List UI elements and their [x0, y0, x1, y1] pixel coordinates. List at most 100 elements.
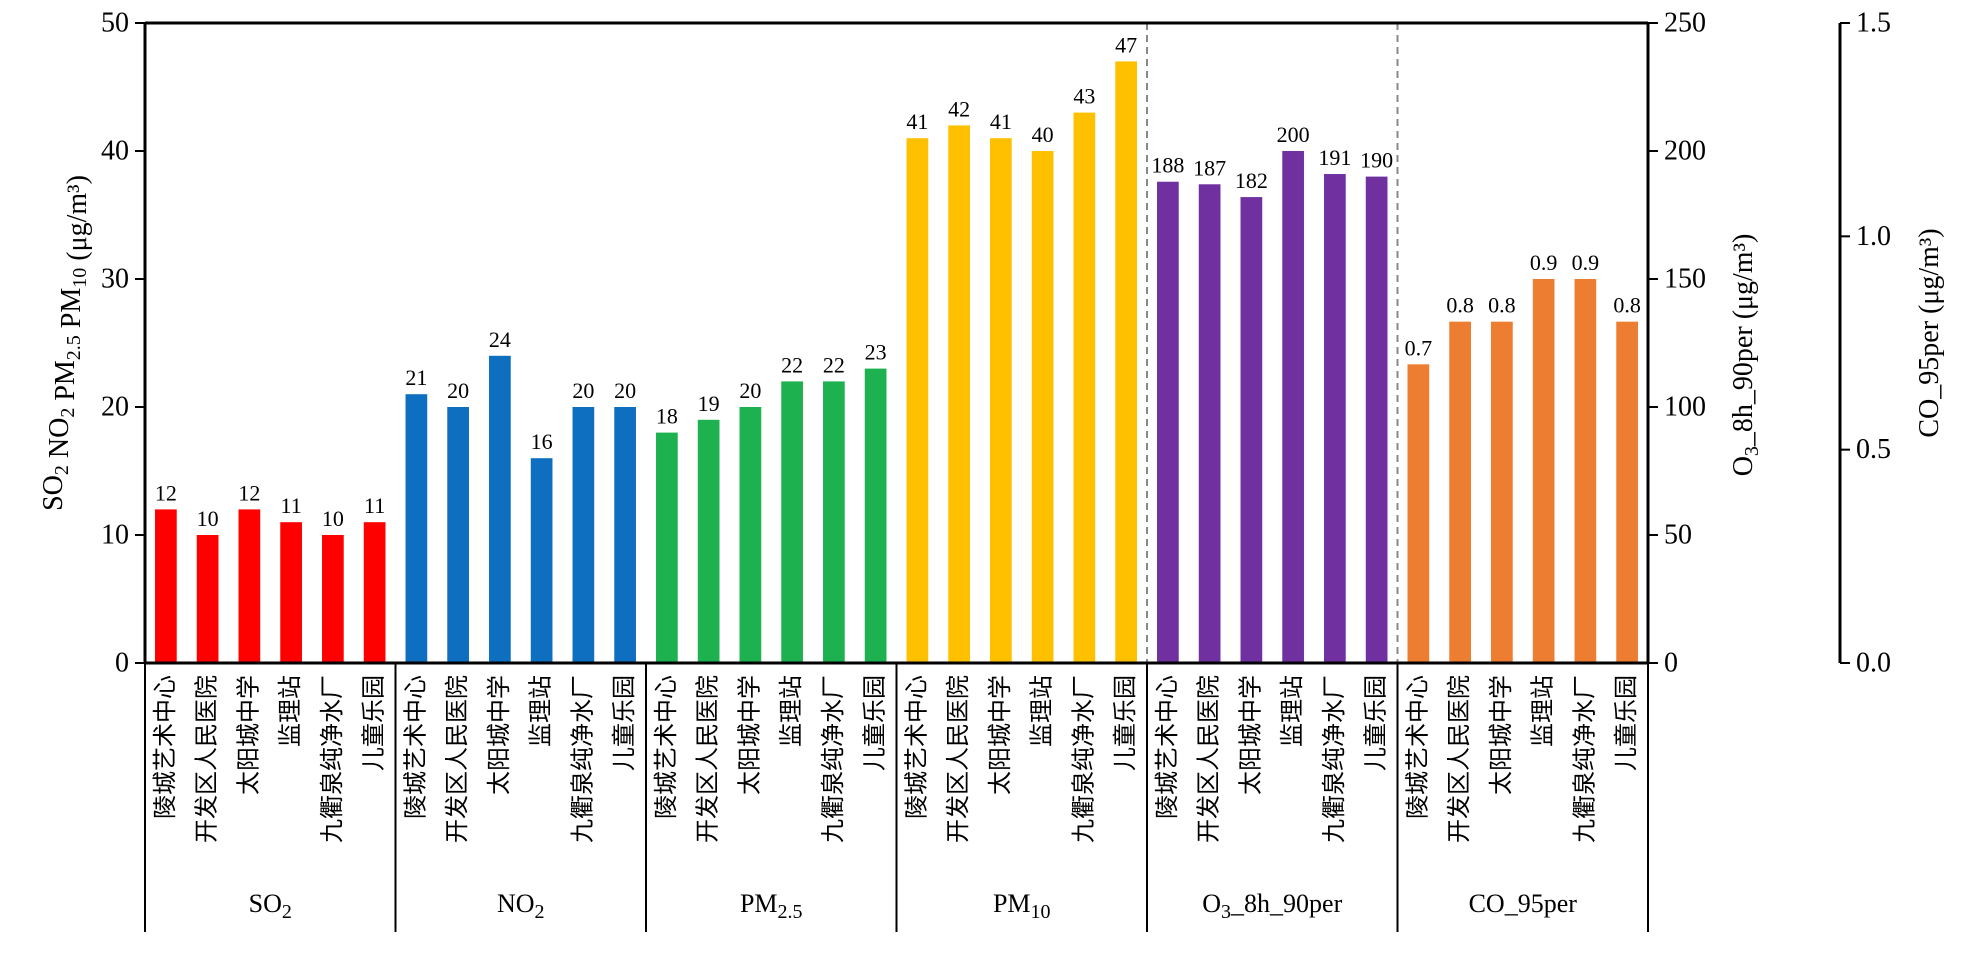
value-label: 0.7 [1405, 335, 1433, 360]
tick-label: 0 [115, 648, 129, 679]
value-label: 41 [990, 109, 1012, 134]
value-label: 11 [364, 493, 385, 518]
tick-label: 1.5 [1856, 8, 1891, 39]
bar-no2-5 [614, 407, 636, 663]
category-label: 陵城艺术中心 [402, 675, 429, 819]
category-label: 监理站 [1029, 675, 1056, 747]
bars-layer [155, 61, 1638, 664]
bar-pm10-5 [1115, 61, 1137, 663]
value-label: 21 [405, 365, 427, 390]
bar-pm2-5-2 [739, 407, 762, 663]
bar-pm10-0 [906, 138, 929, 663]
axis-titles-layer: SO2 NO2 PM2.5 PM10 (μg/m³) O3_8h_90per (μ… [38, 175, 1945, 511]
value-label: 182 [1235, 168, 1268, 193]
value-label: 12 [238, 480, 260, 505]
bar-pm10-2 [990, 138, 1012, 663]
value-label: 20 [614, 378, 636, 403]
left-axis-title: SO2 NO2 PM2.5 PM10 (μg/m³) [38, 175, 93, 511]
value-label: 20 [447, 378, 469, 403]
bar-co-95per-3 [1532, 279, 1555, 663]
value-label: 47 [1115, 32, 1137, 57]
group-label: O3_8h_90per [1202, 889, 1342, 923]
tick-label: 30 [101, 264, 129, 295]
category-label: 开发区人民医院 [444, 675, 471, 843]
value-label: 20 [739, 378, 761, 403]
value-label: 0.8 [1446, 293, 1474, 318]
co-axis-title: CO_95per (μg/m³) [1914, 228, 1945, 437]
tick-label: 100 [1664, 392, 1706, 423]
category-label: 儿童乐园 [1613, 675, 1640, 771]
category-label: 九衢泉纯净水厂 [1321, 675, 1348, 843]
bar-so2-3 [280, 522, 302, 663]
value-label: 19 [698, 391, 720, 416]
value-label: 190 [1360, 148, 1393, 173]
tick-label: 40 [101, 136, 129, 167]
category-label: 九衢泉纯净水厂 [319, 675, 346, 843]
bar-o3-8h-90per-0 [1157, 181, 1179, 663]
bar-so2-0 [155, 509, 177, 663]
category-label: 陵城艺术中心 [1154, 675, 1181, 819]
group-label: PM2.5 [740, 889, 803, 923]
tick-label: 200 [1664, 136, 1706, 167]
bar-o3-8h-90per-1 [1198, 184, 1221, 663]
value-label: 191 [1318, 145, 1351, 170]
value-label: 40 [1032, 122, 1054, 147]
bar-co-95per-0 [1407, 364, 1430, 663]
value-label: 10 [322, 506, 344, 531]
category-label: 太阳城中学 [1237, 675, 1264, 795]
category-label: 太阳城中学 [1488, 675, 1515, 795]
category-labels-layer: 陵城艺术中心 开发区人民医院 太阳城中学 监理站 九衢泉纯净水厂 儿童乐园 陵城艺术中心 开发… [152, 675, 1640, 843]
value-label: 0.9 [1530, 250, 1558, 275]
bar-o3-8h-90per-4 [1324, 174, 1346, 664]
value-label: 16 [531, 429, 553, 454]
axes-layer: 0 10 20 30 40 50 0 50 100 150 200 250 0.0 0.5 1.0 1.5 [101, 8, 1891, 932]
category-label: 陵城艺术中心 [903, 675, 930, 819]
category-label: 陵城艺术中心 [653, 675, 680, 819]
tick-label: 250 [1664, 8, 1706, 39]
value-label: 10 [197, 506, 219, 531]
bar-no2-2 [489, 355, 511, 663]
bar-pm2-5-3 [781, 381, 803, 663]
value-label: 23 [865, 340, 887, 365]
group-label: CO_95per [1469, 889, 1578, 918]
value-label: 22 [781, 352, 803, 377]
bar-pm2-5-4 [823, 381, 845, 663]
category-label: 开发区人民医院 [945, 675, 972, 843]
bar-co-95per-5 [1616, 321, 1638, 663]
bar-o3-8h-90per-5 [1365, 176, 1388, 663]
group-label: NO2 [497, 889, 545, 923]
category-label: 开发区人民医院 [1446, 675, 1473, 843]
bar-so2-1 [196, 535, 219, 663]
bar-so2-4 [322, 535, 344, 663]
value-label: 188 [1151, 153, 1184, 178]
tick-label: 1.0 [1856, 221, 1891, 252]
category-label: 九衢泉纯净水厂 [1571, 675, 1598, 843]
tick-label: 0.5 [1856, 434, 1891, 465]
group-label: SO2 [249, 889, 292, 923]
category-label: 儿童乐园 [862, 675, 889, 771]
category-label: 监理站 [528, 675, 555, 747]
bar-pm10-1 [948, 125, 970, 663]
category-label: 儿童乐园 [1363, 675, 1390, 771]
bar-pm10-3 [1031, 151, 1054, 663]
tick-label: 50 [101, 8, 129, 39]
bar-no2-0 [405, 394, 428, 663]
category-label: 开发区人民医院 [1196, 675, 1223, 843]
category-label: 陵城艺术中心 [1404, 675, 1431, 819]
bar-co-95per-4 [1574, 279, 1597, 663]
category-label: 太阳城中学 [235, 675, 262, 795]
bar-so2-2 [238, 509, 261, 663]
category-label: 儿童乐园 [361, 675, 388, 771]
category-label: 监理站 [1279, 675, 1306, 747]
category-label: 监理站 [778, 675, 805, 747]
bar-o3-8h-90per-2 [1240, 197, 1263, 663]
value-label: 18 [656, 404, 678, 429]
category-label: 开发区人民医院 [695, 675, 722, 843]
bar-pm2-5-5 [864, 368, 887, 663]
bar-co-95per-1 [1449, 321, 1471, 663]
bar-so2-5 [363, 522, 386, 663]
tick-label: 0 [1664, 648, 1678, 679]
value-label: 22 [823, 352, 845, 377]
